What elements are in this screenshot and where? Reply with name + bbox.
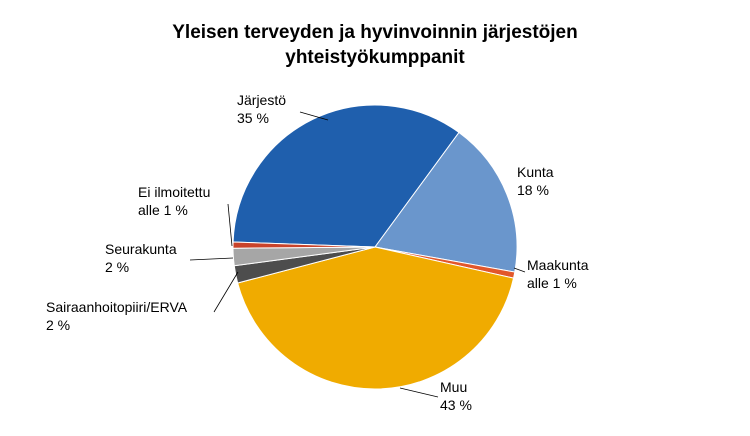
chart-title: Yleisen terveyden ja hyvinvoinnin järjes…	[172, 22, 578, 68]
slice-label: Maakunta	[527, 257, 589, 273]
leader-line	[189, 257, 234, 261]
slice-value-label: 2 %	[105, 259, 129, 275]
slice-label: Sairaanhoitopiiri/ERVA	[46, 299, 188, 315]
pie-slice	[237, 246, 515, 390]
slice-label: Järjestö	[237, 92, 286, 108]
leader-line	[399, 387, 439, 398]
pie-slice	[374, 131, 518, 273]
leader-line	[213, 271, 239, 313]
slice-value-label: 2 %	[46, 317, 70, 333]
pie-slice	[232, 241, 376, 249]
slice-value-label: 35 %	[237, 110, 269, 126]
slice-label: Seurakunta	[105, 241, 177, 257]
slice-value-label: 18 %	[517, 182, 549, 198]
slice-value-label: alle 1 %	[527, 275, 577, 291]
slice-label: Kunta	[517, 164, 554, 180]
leader-line	[299, 111, 329, 121]
slice-value-label: alle 1 %	[138, 202, 188, 218]
slice-label: Muu	[440, 379, 467, 395]
pie-slice	[232, 104, 460, 248]
leader-line	[513, 267, 526, 273]
leader-line	[227, 203, 233, 247]
slice-label: Ei ilmoitettu	[138, 184, 210, 200]
slice-value-label: 43 %	[440, 397, 472, 413]
